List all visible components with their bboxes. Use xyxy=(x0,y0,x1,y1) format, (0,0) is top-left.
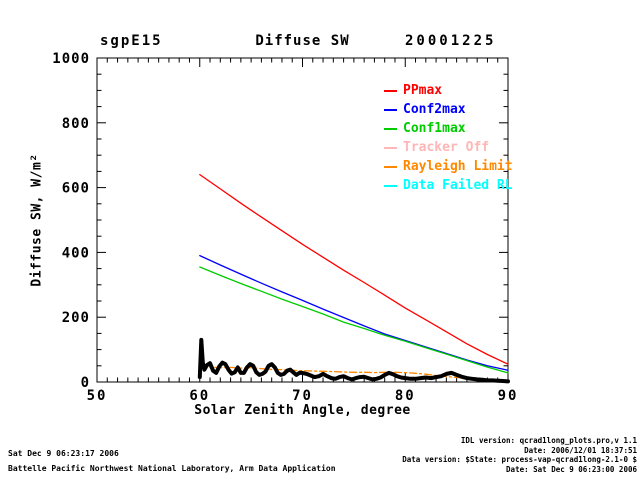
idl-version-line: IDL version: qcrad1long_plots.pro,v 1.1 xyxy=(460,436,637,445)
legend-label-data-failed-rl: Data Failed RL xyxy=(403,178,513,193)
site-label: sgpE15 xyxy=(100,33,163,49)
x-tick-label: 70 xyxy=(292,388,313,404)
plot-timestamp: Sat Dec 9 06:23:17 2006 xyxy=(8,449,119,458)
legend-item-ppmax: PPmax xyxy=(384,81,513,100)
legend-label-ppmax: PPmax xyxy=(403,83,443,98)
y-tick-label: 0 xyxy=(81,375,90,391)
legend-label-tracker-off: Tracker Off xyxy=(403,140,490,155)
legend-line-sample xyxy=(384,146,397,149)
legend-line-sample xyxy=(384,165,397,168)
series-conf2max xyxy=(199,254,509,371)
legend-label-conf2max: Conf2max xyxy=(403,102,466,117)
x-tick-label: 80 xyxy=(395,388,416,404)
version-info: IDL version: qcrad1long_plots.pro,v 1.1 … xyxy=(402,436,637,474)
x-tick-label: 50 xyxy=(87,388,108,404)
y-tick-label: 600 xyxy=(62,181,90,197)
y-tick-label: 200 xyxy=(62,310,90,326)
idl-date-line: Date: 2006/12/01 18:37:51 xyxy=(524,445,637,455)
legend-item-rayleigh-limit: Rayleigh Limit xyxy=(384,157,513,176)
legend-item-conf1max: Conf1max xyxy=(384,119,513,138)
legend-line-sample xyxy=(384,89,397,92)
y-axis-label: Diffuse SW, W/m² xyxy=(29,153,45,287)
series-rayleigh-limit xyxy=(199,366,509,383)
series-ppmax xyxy=(199,173,509,365)
legend-item-tracker-off: Tracker Off xyxy=(384,138,513,157)
legend-line-sample xyxy=(384,127,397,130)
y-tick-label: 400 xyxy=(62,245,90,261)
legend-line-sample xyxy=(384,184,397,187)
data-version-line: Data version: $State: process-vap-qcrad1… xyxy=(402,455,637,464)
legend-line-sample xyxy=(384,108,397,111)
x-axis-label: Solar Zenith Angle, degree xyxy=(194,403,411,418)
series-measured-diffuse-sw xyxy=(197,337,510,384)
y-tick-label: 1000 xyxy=(52,51,90,67)
y-tick-label: 800 xyxy=(62,116,90,132)
plot-title: Diffuse SW xyxy=(255,33,350,49)
legend-label-rayleigh-limit: Rayleigh Limit xyxy=(403,159,513,174)
legend: PPmax Conf2max Conf1max Tracker Off Rayleigh… xyxy=(384,81,513,195)
x-tick-label: 90 xyxy=(498,388,519,404)
series-conf1max xyxy=(199,266,509,374)
legend-item-conf2max: Conf2max xyxy=(384,100,513,119)
legend-item-data-failed-rl: Data Failed RL xyxy=(384,176,513,195)
process-date-line: Date: Sat Dec 9 06:23:00 2006 xyxy=(506,464,637,474)
legend-label-conf1max: Conf1max xyxy=(403,121,466,136)
x-tick-label: 60 xyxy=(189,388,210,404)
date-label: 20001225 xyxy=(405,33,497,49)
organization-label: Battelle Pacific Northwest National Labo… xyxy=(8,464,336,473)
